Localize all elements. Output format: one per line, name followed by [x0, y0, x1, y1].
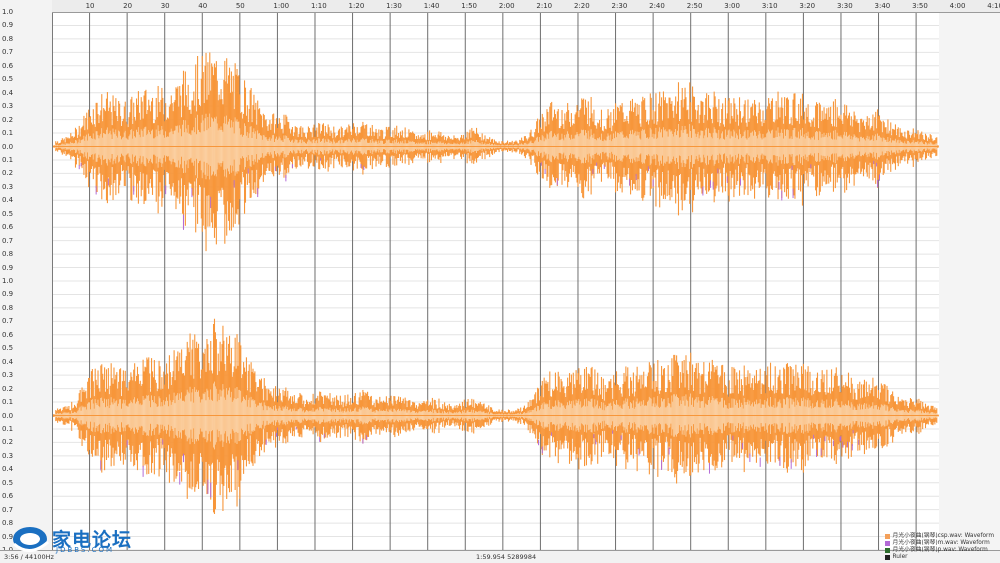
amplitude-tick-label: 0.5	[2, 478, 14, 487]
amplitude-tick-label: 0.4	[2, 88, 14, 97]
amplitude-tick-label: 0.0	[2, 142, 14, 151]
status-bar: 3:56 / 44100Hz 1:59.954 5289984	[0, 550, 1000, 563]
time-ruler[interactable]: 10 20 30 40 50 1:00 1:10 1:20 1:30 1:40 1:50 2:00 2:…	[52, 0, 1000, 13]
amplitude-tick-label: 0.9	[2, 21, 14, 30]
amplitude-tick-label: 0.3	[2, 102, 14, 111]
amplitude-tick-label: 0.9	[2, 290, 14, 299]
amplitude-tick-label: 0.1	[2, 129, 14, 138]
legend-swatch	[884, 541, 890, 546]
legend-label: 月光小夜曲(钢琴)csp.wav: Waveform	[892, 533, 994, 539]
legend-label: 月光小夜曲(钢琴)p.wav: Waveform	[892, 547, 988, 553]
amplitude-tick-label: 0.4	[2, 465, 14, 474]
watermark-subtext: JDBBS.COM	[56, 546, 115, 554]
time-tick-label: 20	[123, 2, 133, 10]
time-tick-label: 3:20	[799, 2, 816, 10]
amplitude-tick-label: 0.1	[2, 155, 14, 164]
time-tick-label: 40	[198, 2, 208, 10]
amplitude-tick-label: 0.7	[2, 505, 14, 514]
legend-swatch	[884, 534, 890, 539]
beyond-end-region	[938, 12, 1000, 550]
time-tick-label: 30	[160, 2, 170, 10]
amplitude-tick-label: 0.8	[2, 519, 14, 528]
amplitude-tick-label: 0.5	[2, 75, 14, 84]
amplitude-tick-label: 0.5	[2, 344, 14, 353]
time-tick-label: 4:10	[987, 2, 1000, 10]
time-tick-label: 3:30	[836, 2, 853, 10]
amplitude-tick-label: 0.4	[2, 196, 14, 205]
time-tick-label: 2:50	[686, 2, 703, 10]
amplitude-tick-label: 0.6	[2, 223, 14, 232]
channel-1-waveform	[51, 52, 940, 252]
time-tick-label: 2:40	[649, 2, 665, 10]
time-tick-label: 50	[235, 2, 245, 10]
amplitude-tick-label: 0.3	[2, 451, 14, 460]
legend-entry: 月光小夜曲(钢琴)m.wav: Waveform	[884, 540, 994, 547]
amplitude-tick-label: 0.6	[2, 61, 14, 70]
amplitude-tick-label: 0.2	[2, 115, 14, 124]
legend-entry: Ruler	[884, 554, 994, 561]
time-tick-label: 2:30	[611, 2, 628, 10]
amplitude-tick-label: 0.2	[2, 169, 14, 178]
amplitude-tick-label: 0.2	[2, 438, 14, 447]
amplitude-tick-label: 0.8	[2, 303, 14, 312]
time-tick-label: 1:50	[461, 2, 477, 10]
duration-sample-rate: 3:56 / 44100Hz	[4, 553, 54, 561]
time-tick-label: 1:10	[310, 2, 327, 10]
legend-swatch	[884, 548, 890, 553]
time-tick-label: 1:40	[423, 2, 440, 10]
amplitude-tick-label: 0.4	[2, 357, 14, 366]
legend-entry: 月光小夜曲(钢琴)p.wav: Waveform	[884, 547, 994, 554]
amplitude-tick-label: 0.7	[2, 236, 14, 245]
legend-label: Ruler	[892, 554, 908, 560]
time-tick-label: 2:10	[536, 2, 553, 10]
watermark-logo: 家电论坛 JDBBS.COM	[10, 522, 140, 556]
time-tick-label: 1:00	[273, 2, 290, 10]
legend-swatch	[884, 555, 890, 560]
time-tick-label: 10	[85, 2, 95, 10]
legend-entry: 月光小夜曲(钢琴)csp.wav: Waveform	[884, 533, 994, 540]
amplitude-tick-label: 0.3	[2, 371, 14, 380]
legend-label: 月光小夜曲(钢琴)m.wav: Waveform	[892, 540, 990, 546]
amplitude-tick-label: 0.0	[2, 411, 14, 420]
amplitude-axis: 1.0 0.9 0.8 0.7 0.6 0.5 0.4 0.3 0.2 0.1 0.0 0.1 0.2 0…	[0, 0, 53, 562]
legend: 月光小夜曲(钢琴)csp.wav: Waveform 月光小夜曲(钢琴)m.wav…	[884, 533, 994, 561]
time-tick-label: 3:40	[874, 2, 891, 10]
amplitude-tick-label: 0.6	[2, 492, 14, 501]
amplitude-tick-label: 0.8	[2, 250, 14, 259]
time-tick-label: 2:20	[573, 2, 590, 10]
time-tick-label: 1:30	[386, 2, 402, 10]
time-tick-label: 3:00	[724, 2, 740, 10]
amplitude-tick-label: 0.2	[2, 384, 14, 393]
amplitude-tick-label: 0.1	[2, 424, 14, 433]
amplitude-tick-label: 0.7	[2, 48, 14, 57]
time-tick-label: 3:50	[912, 2, 928, 10]
time-tick-label: 2:00	[498, 2, 515, 10]
amplitude-tick-label: 1.0	[2, 277, 14, 285]
amplitude-tick-label: 0.5	[2, 209, 14, 218]
watermark-text: 家电论坛	[52, 529, 133, 551]
amplitude-tick-label: 0.9	[2, 532, 14, 541]
amplitude-tick-label: 0.8	[2, 34, 14, 43]
cursor-position: 1:59.954 5289984	[476, 553, 537, 561]
amplitude-tick-label: 1.0	[2, 8, 14, 16]
amplitude-tick-label: 0.7	[2, 317, 14, 326]
logo-icon	[13, 527, 49, 552]
amplitude-tick-label: 0.9	[2, 263, 14, 272]
amplitude-tick-label: 0.1	[2, 398, 14, 407]
time-tick-label: 4:00	[949, 2, 966, 10]
amplitude-tick-label: 0.6	[2, 330, 14, 339]
amplitude-tick-label: 0.3	[2, 182, 14, 191]
time-tick-label: 3:10	[761, 2, 778, 10]
time-tick-label: 1:20	[348, 2, 365, 10]
